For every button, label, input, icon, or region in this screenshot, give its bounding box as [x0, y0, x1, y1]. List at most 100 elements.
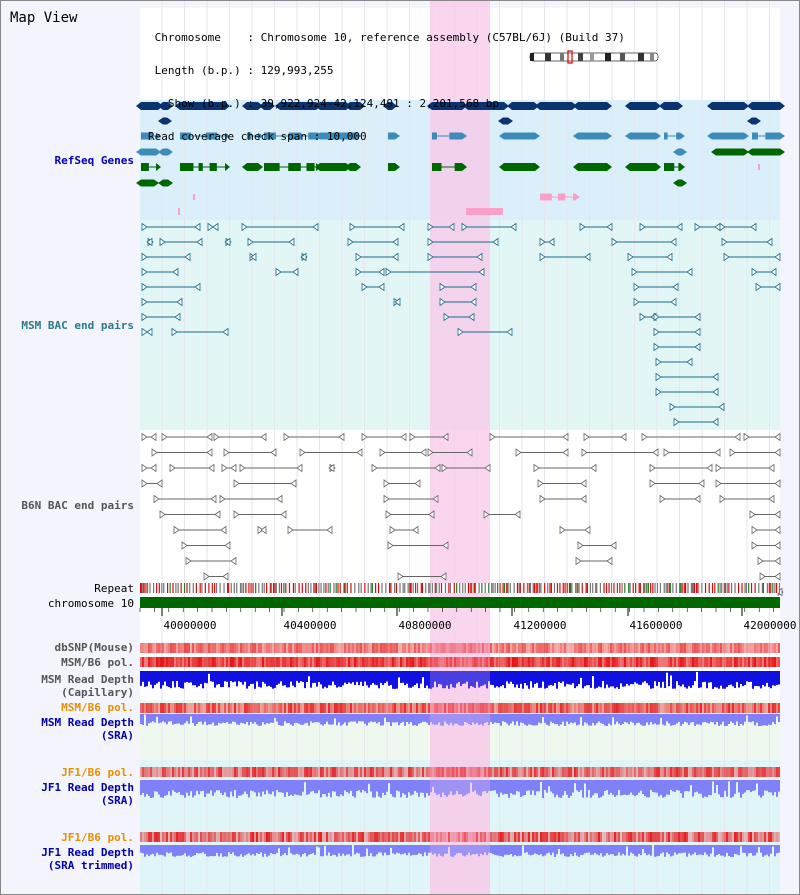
- jf1-pol-heat-cell: [346, 832, 348, 842]
- msm-pol-heat-cell: [636, 703, 638, 713]
- jf1-pol-heat-cell: [492, 832, 494, 842]
- track-label-msm-bac[interactable]: MSM BAC end pairs: [21, 319, 134, 332]
- msm-sra-depth-bar: [292, 714, 294, 726]
- msm-bac-pair-end: [506, 327, 513, 337]
- dbsnp-heat-cell: [522, 643, 524, 653]
- dbsnp-heat-cell: [380, 643, 382, 653]
- jf1-sra-depth-bar: [268, 780, 270, 794]
- dbsnp-heat-cell: [434, 643, 436, 653]
- msm-bac-pair-end: [686, 357, 693, 367]
- jf1-pol-heat-cell: [770, 767, 772, 777]
- dbsnp-heat-cell: [244, 643, 246, 653]
- msm-pol-heat-cell: [420, 703, 422, 713]
- jf1-pol-heat-cell: [330, 832, 332, 842]
- b6n-bac-pair-end: [276, 494, 283, 504]
- msm-pol-heat-cell: [264, 703, 266, 713]
- msm-bac-pair-end: [655, 372, 662, 382]
- jf1-pol-heat-cell: [270, 767, 272, 777]
- msm-pol-heat-cell: [314, 703, 316, 713]
- msm-bac-pair-end: [755, 282, 762, 292]
- refseq-gene-exon: [163, 179, 168, 187]
- msm-pol-heat-cell: [500, 657, 502, 667]
- jf1-pol-heat-cell: [708, 767, 710, 777]
- track-label-jf1-depth-sra-1: JF1 Read Depth: [41, 781, 134, 794]
- refseq-gene-strand-arrow: [392, 102, 397, 110]
- dbsnp-heat-cell: [148, 643, 150, 653]
- msm-pol-heat-cell: [756, 657, 758, 667]
- jf1-pol-heat-cell: [634, 767, 636, 777]
- msm-sra-depth-bar: [268, 714, 270, 724]
- msm-pol-heat-cell: [282, 703, 284, 713]
- dbsnp-heat-cell: [394, 643, 396, 653]
- jf1-sra-depth-bar: [350, 780, 352, 791]
- repeat-element: [503, 583, 506, 593]
- dbsnp-heat-cell: [568, 643, 570, 653]
- jf1-pol-heat-cell: [674, 832, 676, 842]
- track-label-b6n-bac[interactable]: B6N BAC end pairs: [21, 499, 134, 512]
- jf1-trim-depth-bar: [224, 845, 226, 857]
- msm-bac-pair-end: [751, 267, 758, 277]
- repeat-element: [166, 583, 169, 593]
- jf1-trim-depth-bar: [244, 845, 246, 856]
- jf1-pol-heat-cell: [700, 832, 702, 842]
- msm-sra-depth-bar: [370, 714, 372, 722]
- jf1-pol-heat-cell: [318, 832, 320, 842]
- jf1-pol-heat-cell: [526, 832, 528, 842]
- repeat-element: [644, 583, 646, 593]
- msm-pol-heat-cell: [320, 703, 322, 713]
- jf1-pol-heat-cell: [294, 832, 296, 842]
- dbsnp-heat-cell: [242, 643, 244, 653]
- jf1-trim-depth-bar: [278, 845, 280, 849]
- jf1-pol-heat-cell: [218, 767, 220, 777]
- msm-pol-heat-cell: [684, 657, 686, 667]
- jf1-pol-heat-cell: [670, 832, 672, 842]
- ideogram-position-marker: [567, 50, 573, 64]
- msm-capillary-depth-bar: [702, 671, 704, 683]
- jf1-trim-depth-bar: [576, 845, 578, 856]
- jf1-trim-depth-bar: [730, 845, 732, 857]
- jf1-sra-depth-bar: [632, 780, 634, 795]
- msm-capillary-depth-bar: [198, 671, 200, 686]
- msm-capillary-depth-bar: [616, 671, 618, 688]
- dbsnp-heat-cell: [472, 643, 474, 653]
- msm-capillary-depth-bar: [260, 671, 262, 688]
- msm-sra-depth-bar: [516, 714, 518, 722]
- msm-capillary-depth-bar: [278, 671, 280, 684]
- repeat-element: [668, 583, 670, 593]
- track-label-refseq[interactable]: RefSeq Genes: [54, 154, 134, 167]
- msm-pol-heat-cell: [626, 657, 628, 667]
- jf1-pol-heat-cell: [756, 832, 758, 842]
- msm-pol-heat-cell: [454, 703, 456, 713]
- jf1-trim-depth-bar: [480, 845, 482, 854]
- refseq-gene-strand-arrow: [707, 102, 712, 110]
- jf1-pol-heat-cell: [202, 832, 204, 842]
- refseq-gene-exon: [466, 208, 503, 215]
- jf1-sra-depth-bar: [146, 780, 148, 794]
- jf1-pol-heat-cell: [548, 832, 550, 842]
- jf1-pol-heat-cell: [732, 767, 734, 777]
- jf1-pol-heat-cell: [190, 767, 192, 777]
- msm-sra-depth-bar: [774, 714, 776, 725]
- refseq-gene-strand-arrow: [462, 163, 467, 171]
- msm-pol-heat-cell: [160, 657, 162, 667]
- msm-sra-depth-bar: [278, 714, 280, 725]
- msm-sra-depth-bar: [436, 714, 438, 725]
- jf1-pol-heat-cell: [164, 767, 166, 777]
- dbsnp-heat-cell: [414, 643, 416, 653]
- msm-pol-heat-cell: [646, 657, 648, 667]
- jf1-sra-depth-bar: [590, 780, 592, 798]
- msm-pol-heat-cell: [512, 657, 514, 667]
- msm-capillary-depth-bar: [758, 671, 760, 687]
- jf1-trim-depth-bar: [324, 845, 326, 846]
- msm-pol-heat-cell: [326, 657, 328, 667]
- msm-capillary-depth-bar: [250, 671, 252, 684]
- jf1-trim-depth-bar: [726, 845, 728, 853]
- msm-capillary-depth-bar: [332, 671, 334, 682]
- msm-pol-heat-cell: [308, 703, 310, 713]
- jf1-sra-depth-bar: [322, 780, 324, 794]
- refseq-gene-strand-arrow: [607, 163, 612, 171]
- jf1-sra-depth-bar: [526, 780, 528, 791]
- jf1-trim-depth-bar: [382, 845, 384, 856]
- jf1-sra-depth-bar: [234, 780, 236, 791]
